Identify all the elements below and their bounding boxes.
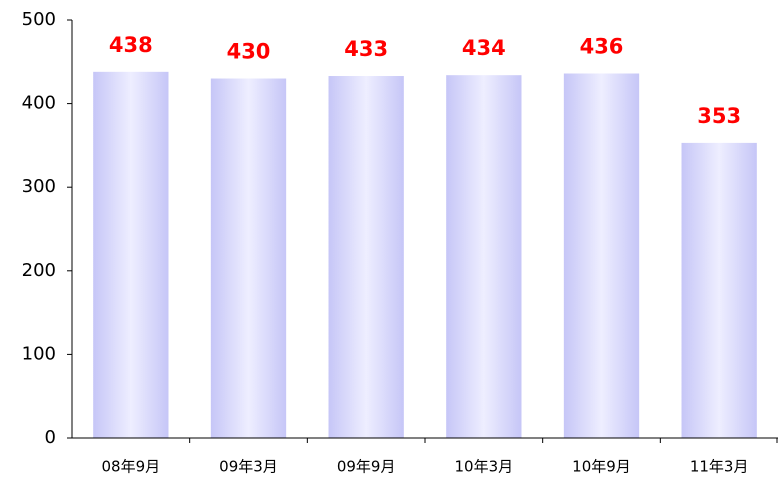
bar (446, 75, 522, 439)
data-label: 436 (580, 35, 624, 59)
y-tick-label: 200 (22, 260, 56, 281)
x-tick-label: 10年9月 (572, 458, 631, 476)
x-tick-label: 09年3月 (219, 458, 278, 476)
y-tick-label: 0 (45, 427, 56, 448)
bar (563, 73, 640, 438)
bar (681, 142, 757, 438)
y-tick-label: 500 (22, 9, 56, 30)
x-tick-label: 09年9月 (337, 458, 396, 476)
bar (328, 76, 404, 439)
data-label: 438 (109, 33, 153, 57)
y-tick-label: 100 (22, 343, 56, 364)
data-label: 430 (227, 40, 271, 64)
data-label: 433 (344, 37, 388, 61)
bar (210, 78, 287, 439)
y-tick-label: 300 (22, 176, 56, 197)
data-label: 353 (697, 104, 741, 128)
x-tick-label: 10年3月 (455, 458, 514, 476)
x-tick-label: 08年9月 (102, 458, 161, 476)
data-label: 434 (462, 36, 506, 60)
bar (93, 71, 169, 438)
y-tick-label: 400 (22, 93, 56, 114)
x-tick-label: 11年3月 (690, 458, 749, 476)
